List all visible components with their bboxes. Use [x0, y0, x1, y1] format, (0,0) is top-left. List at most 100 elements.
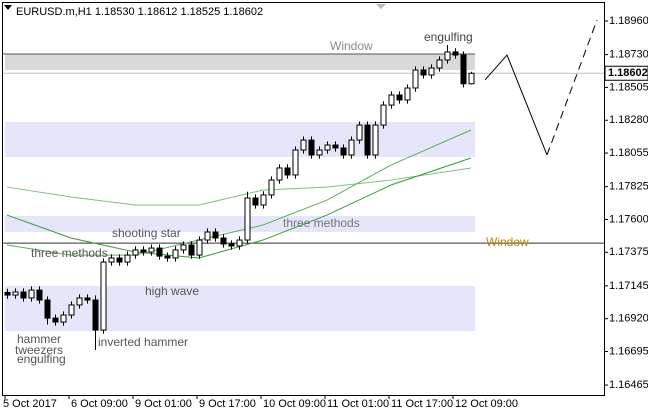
- candle-body: [292, 149, 299, 176]
- annotation: tweezers: [15, 343, 63, 357]
- candle-body: [284, 167, 291, 176]
- y-tick-label: 1.17825: [609, 181, 648, 193]
- candle-body: [28, 289, 35, 299]
- candle-body: [412, 69, 419, 89]
- annotation: Window: [330, 39, 373, 53]
- x-tick-label: 11 Oct 01:00: [327, 398, 389, 410]
- annotation: three methods: [283, 216, 360, 230]
- annotation: three methods: [31, 246, 108, 260]
- candle-body: [124, 254, 131, 263]
- annotation: shooting star: [112, 226, 181, 240]
- y-tick-label: 1.16920: [609, 313, 648, 325]
- candle-body: [132, 249, 139, 256]
- annotations: Window engulfing Window three methods sh…: [15, 30, 529, 366]
- annotation: engulfing: [424, 30, 473, 44]
- x-tick-label: 9 Oct 17:00: [199, 398, 256, 410]
- plot-area: [3, 19, 604, 351]
- moving-average: [6, 167, 472, 206]
- candle-body: [324, 144, 331, 151]
- candle-body: [348, 139, 355, 156]
- annotation: hammer: [17, 332, 61, 346]
- candle-body: [84, 297, 91, 301]
- candle-body: [436, 59, 443, 69]
- annotation: engulfing: [17, 352, 66, 366]
- candle-body: [420, 69, 427, 76]
- forecast-line: [484, 54, 548, 156]
- forecast-line: [546, 19, 598, 156]
- candle-body: [244, 197, 251, 241]
- candle-body: [316, 149, 323, 156]
- y-tick-label: 1.18960: [609, 15, 648, 27]
- candle-body: [356, 124, 363, 141]
- candle-body: [252, 197, 259, 206]
- candle-body: [92, 299, 99, 331]
- chart-title: EURUSD.m,H1 1.18530 1.18612 1.18525 1.18…: [16, 6, 263, 18]
- candle-body: [460, 54, 467, 85]
- candle-body: [44, 299, 51, 319]
- candle-body: [452, 51, 459, 56]
- y-tick-label: 1.18730: [609, 48, 648, 60]
- candle-body: [108, 257, 115, 263]
- candle-body: [276, 167, 283, 181]
- annotation: inverted hammer: [98, 335, 188, 349]
- x-tick-label: 12 Oct 09:00: [455, 398, 518, 410]
- y-tick-label: 1.17145: [609, 280, 648, 292]
- candle-body: [396, 94, 403, 101]
- x-tick-label: 9 Oct 01:00: [135, 398, 192, 410]
- candle-body: [220, 237, 227, 245]
- candle-body: [196, 239, 203, 256]
- candle-body: [300, 139, 307, 151]
- y-tick-label: 1.18055: [609, 147, 648, 159]
- price-label: 1.18602: [608, 67, 648, 79]
- zone: [5, 121, 475, 158]
- candle-body: [444, 51, 451, 61]
- scroll-icon: [376, 4, 386, 9]
- candle-body: [4, 291, 11, 296]
- candle-body: [388, 94, 395, 106]
- candle-body: [332, 144, 339, 149]
- x-tick-label: 6 Oct 09:00: [71, 398, 128, 410]
- candle-body: [212, 231, 219, 239]
- plot-frame: [2, 2, 605, 396]
- candle-body: [172, 249, 179, 259]
- candle-body: [148, 247, 155, 253]
- candle-body: [36, 289, 43, 301]
- candle-body: [188, 244, 195, 256]
- y-tick-label: 1.16465: [609, 379, 648, 391]
- candle-body: [116, 257, 123, 263]
- candle-body: [380, 104, 387, 126]
- candle-body: [340, 147, 347, 156]
- annotation: high wave: [145, 284, 199, 298]
- y-tick-label: 1.18505: [609, 81, 648, 93]
- menu-icon: [4, 5, 12, 10]
- x-tick-label: 11 Oct 17:00: [391, 398, 453, 410]
- candle-body: [308, 139, 315, 156]
- candle-body: [364, 124, 371, 156]
- candle-body: [156, 247, 163, 257]
- candle-body: [52, 317, 59, 323]
- candle-body: [12, 291, 19, 296]
- candle-body: [68, 304, 75, 316]
- x-tick-label: 5 Oct 2017: [3, 398, 57, 410]
- y-tick-label: 1.16695: [609, 345, 648, 357]
- candle-body: [228, 243, 235, 247]
- x-tick-label: 10 Oct 09:00: [263, 398, 326, 410]
- price-label-box: [604, 65, 648, 81]
- candle-body: [100, 261, 107, 331]
- candle-body: [204, 231, 211, 241]
- candle-body: [428, 67, 435, 76]
- zone: [5, 285, 475, 331]
- annotation: Window: [486, 235, 529, 249]
- candle-body: [20, 291, 27, 299]
- y-tick-label: 1.18280: [609, 114, 648, 126]
- y-tick-label: 1.17600: [609, 213, 648, 225]
- zone: [5, 215, 475, 233]
- y-tick-label: 1.17375: [609, 246, 648, 258]
- candle-body: [236, 239, 243, 247]
- candle-body: [140, 249, 147, 253]
- candle-body: [76, 297, 83, 306]
- candle-body: [268, 179, 275, 196]
- candle-body: [468, 72, 475, 85]
- candle-body: [260, 194, 267, 206]
- candle-body: [180, 244, 187, 251]
